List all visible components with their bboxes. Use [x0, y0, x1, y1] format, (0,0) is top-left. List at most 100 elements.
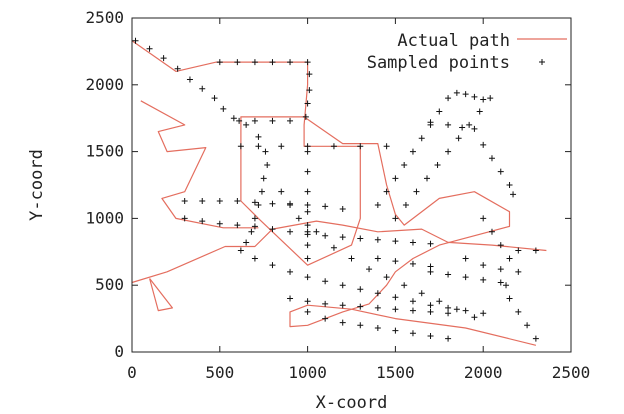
sampled-point: [497, 242, 504, 249]
sampled-point: [515, 268, 522, 275]
legend-swatch-sampled-points: [539, 59, 545, 65]
sampled-point: [480, 215, 487, 222]
sampled-point: [427, 240, 434, 247]
legend-plus-marker: [539, 59, 545, 65]
y-tick-label: 2500: [85, 8, 124, 27]
sampled-point: [471, 314, 478, 321]
sampled-point: [459, 124, 466, 131]
sampled-point: [392, 327, 399, 334]
sampled-point: [348, 255, 355, 262]
sampled-point: [401, 161, 408, 168]
sampled-point: [374, 290, 381, 297]
plot-layer: [131, 37, 547, 346]
sampled-point: [453, 89, 460, 96]
sampled-point: [322, 300, 329, 307]
sampled-point: [357, 322, 364, 329]
sampled-point: [269, 117, 276, 124]
y-tick-label: 1500: [85, 142, 124, 161]
sampled-point: [287, 117, 294, 124]
sampled-point: [304, 222, 311, 229]
sampled-point: [243, 239, 250, 246]
sampled-point: [366, 266, 373, 273]
sampled-point: [374, 304, 381, 311]
sampled-point: [487, 95, 494, 102]
sampled-point: [383, 143, 390, 150]
sampled-point: [409, 239, 416, 246]
sampled-point: [304, 308, 311, 315]
sampled-point: [510, 191, 517, 198]
sampled-point: [251, 255, 258, 262]
legend-label-sampled-points: Sampled points: [367, 53, 510, 73]
sampled-point: [322, 315, 329, 322]
sampled-point: [392, 306, 399, 313]
sampled-point: [480, 262, 487, 269]
sampled-point: [304, 143, 311, 150]
sampled-point: [251, 199, 258, 206]
sampled-point: [160, 55, 167, 62]
sampled-point: [515, 308, 522, 315]
sampled-point: [287, 268, 294, 275]
x-tick-label: 1500: [376, 363, 415, 382]
sampled-point: [260, 175, 267, 182]
sampled-point: [427, 332, 434, 339]
sampled-point: [436, 298, 443, 305]
sampled-point: [243, 121, 250, 128]
sampled-point: [322, 278, 329, 285]
sampled-point: [392, 215, 399, 222]
sampled-point: [304, 59, 311, 66]
sampled-point: [374, 236, 381, 243]
sampled-point: [181, 198, 188, 205]
sampled-point: [488, 228, 495, 235]
x-tick-label: 0: [127, 363, 137, 382]
sampled-point: [357, 235, 364, 242]
sampled-point: [357, 143, 364, 150]
sampled-point: [445, 121, 452, 128]
sampled-point: [471, 93, 478, 100]
sampled-point: [174, 65, 181, 72]
sampled-point: [462, 274, 469, 281]
sampled-point: [383, 188, 390, 195]
sampled-point: [255, 143, 262, 150]
sampled-point: [506, 255, 513, 262]
sampled-point: [497, 266, 504, 273]
sampled-point: [269, 262, 276, 269]
sampled-point: [506, 295, 513, 302]
sampled-point: [330, 143, 337, 150]
sampled-point: [339, 319, 346, 326]
y-tick-label: 500: [95, 275, 124, 294]
sampled-point: [216, 220, 223, 227]
sampled-point: [383, 274, 390, 281]
sampled-point: [234, 59, 241, 66]
sampled-point: [236, 117, 243, 124]
sampled-point: [445, 310, 452, 317]
sampled-point: [186, 76, 193, 83]
sampled-point: [515, 247, 522, 254]
sampled-point: [251, 215, 258, 222]
sampled-point: [497, 279, 504, 286]
sampled-point: [304, 255, 311, 262]
y-tick-label: 1000: [85, 208, 124, 227]
y-tick-label: 0: [114, 342, 124, 361]
sampled-point: [480, 276, 487, 283]
sampled-point: [434, 161, 441, 168]
sampled-point: [339, 282, 346, 289]
sampled-point: [262, 148, 269, 155]
sampled-point: [357, 303, 364, 310]
sampled-point: [424, 175, 431, 182]
sampled-point: [418, 290, 425, 297]
x-tick-label: 2000: [464, 363, 503, 382]
sampled-point: [330, 244, 337, 251]
sampled-point: [503, 282, 510, 289]
sampled-point: [471, 125, 478, 132]
sampled-point: [199, 198, 206, 205]
actual-path-line-3: [149, 278, 173, 312]
sampled-point: [374, 255, 381, 262]
sampled-point: [216, 59, 223, 66]
sampled-point: [255, 133, 262, 140]
y-tick-label: 2000: [85, 75, 124, 94]
sampled-point: [255, 202, 262, 209]
sampled-point: [304, 202, 311, 209]
sampled-point: [476, 108, 483, 115]
sampled-point: [199, 218, 206, 225]
